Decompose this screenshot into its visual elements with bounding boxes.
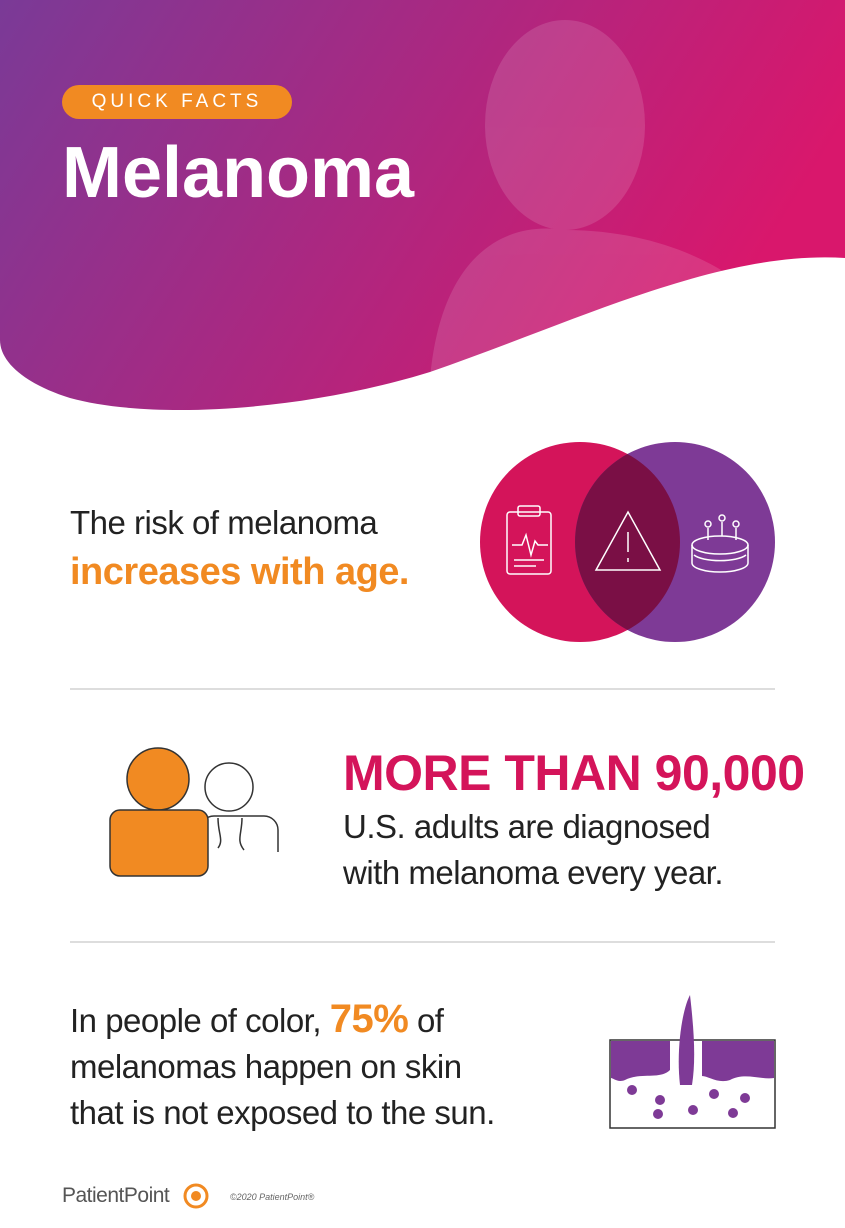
tag: QUICK FACTS <box>62 85 292 119</box>
fact: The risk of melanoma increases with age. <box>70 500 410 598</box>
fact-first-line: In people of color, 75% of <box>70 996 495 1044</box>
fact-highlight: 75% <box>329 997 409 1041</box>
fact-highlight: MORE THAN 90,000 <box>343 745 805 801</box>
title: Melanoma <box>62 133 415 213</box>
people-icon <box>109 747 279 877</box>
fact-line: melanomas happen on skin <box>70 1048 462 1085</box>
fact-highlight: increases with age. <box>70 551 410 593</box>
brand: PatientPoint <box>62 1184 170 1207</box>
brand-logo <box>183 1183 209 1209</box>
fact-line: with melanoma every year. <box>343 854 724 891</box>
portrait <box>430 20 760 380</box>
venn-diagram <box>480 442 775 642</box>
fact: MORE THAN 90,000 U.S. adults are diagnos… <box>343 742 805 896</box>
fact-lead: In people of color, <box>70 1002 322 1039</box>
fact: In people of color, 75% of melanomas hap… <box>70 996 495 1136</box>
fact-after: of <box>416 1002 444 1039</box>
copyright: ©2020 PatientPoint® <box>230 1192 315 1202</box>
fact-lead: The risk of melanoma <box>70 504 378 541</box>
skin-icon <box>609 995 776 1129</box>
fact-line: U.S. adults are diagnosed <box>343 808 711 845</box>
fact-line: that is not exposed to the sun. <box>70 1094 495 1131</box>
